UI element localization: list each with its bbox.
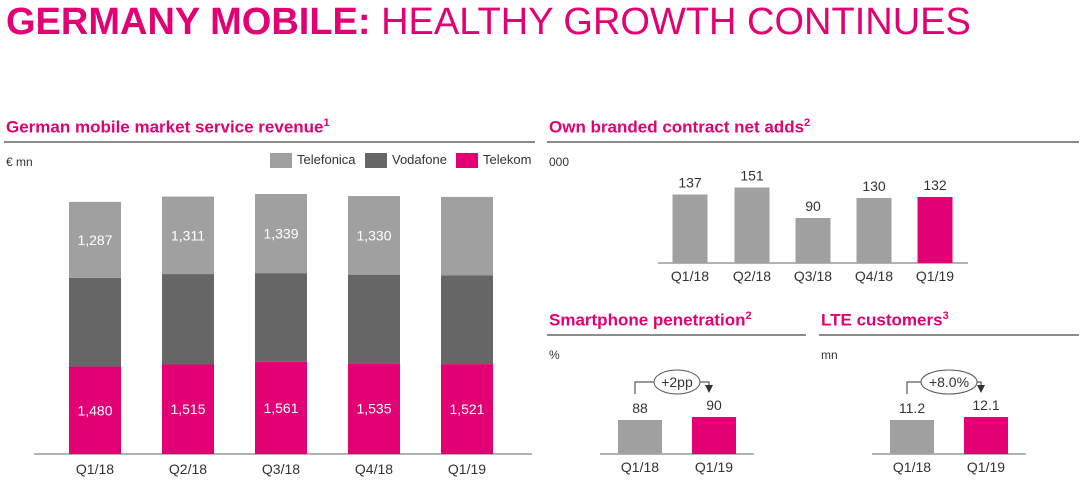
revenue-stacked-bar-chart: 1,480 1,287 Q1/18 1,515 1,311 Q2/18 1,561 1,339… (34, 194, 532, 477)
lte-tick-label-q1-18: Q1/18 (893, 459, 931, 475)
bar-telekom-q1-19 (441, 364, 493, 454)
value-label-telekom-q1-18: 1,480 (77, 402, 112, 418)
bar-vodafone-q2-18 (162, 274, 214, 365)
lte-growth-arrow-head (977, 385, 985, 393)
lte-value-label-q1-18: 11.2 (899, 400, 925, 416)
smartphone-panel-title: Smartphone penetration2 (549, 310, 752, 330)
net-adds-bar-q1-18 (672, 194, 708, 263)
bar-telekom-q2-18 (162, 364, 214, 454)
value-label-telekom-q4-18: 1,535 (356, 401, 391, 417)
lte-bar-q1-19 (964, 417, 1008, 454)
legend-item-telekom: Telekom (456, 152, 531, 169)
lte-growth-annotation: +8.0% (929, 374, 969, 390)
net-adds-panel-title: Own branded contract net adds2 (549, 117, 811, 137)
net-adds-value-label-q4-18: 130 (862, 178, 886, 194)
value-label-telefonica-q1-18: 1,287 (77, 232, 112, 248)
value-label-telefonica-q4-18: 1,330 (356, 227, 391, 243)
legend-swatch-telekom (456, 153, 478, 169)
net-adds-divider (547, 141, 1079, 143)
legend-item-telefonica: Telefonica (270, 152, 356, 169)
legend-swatch-telefonica (270, 153, 292, 169)
net-adds-tick-label-q4-18: Q4/18 (855, 268, 893, 284)
lte-value-label-q1-19: 12.1 (972, 397, 999, 413)
tick-label-q1-18: Q1/18 (76, 461, 114, 477)
lte-unit: mn (821, 348, 838, 362)
lte-customers-chart: 11.2 Q1/18 12.1 Q1/19 +8.0% (872, 369, 1026, 475)
bar-vodafone-q4-18 (348, 274, 400, 364)
smartphone-divider (547, 334, 806, 336)
bar-telefonica-q2-18 (162, 196, 214, 275)
net-adds-value-label-q1-18: 137 (678, 175, 702, 191)
value-label-telekom-q2-18: 1,515 (170, 401, 205, 417)
smartphone-bar-q1-18 (618, 420, 662, 454)
net-adds-value-label-q3-18: 90 (805, 198, 821, 214)
net-adds-value-label-q2-18: 151 (740, 170, 764, 184)
bar-telefonica-q1-19 (441, 196, 493, 276)
net-adds-value-label-q1-19: 132 (923, 177, 947, 193)
lte-panel-title: LTE customers3 (821, 310, 949, 330)
value-label-telekom-q1-19: 1,521 (449, 401, 484, 417)
smartphone-growth-bubble (653, 369, 701, 395)
value-label-telefonica-q3-18: 1,339 (263, 226, 298, 242)
revenue-divider (4, 141, 535, 143)
revenue-panel-title: German mobile market service revenue1 (6, 117, 330, 137)
legend-item-vodafone: Vodafone (365, 152, 447, 169)
lte-bar-q1-18 (890, 420, 934, 454)
net-adds-tick-label-q2-18: Q2/18 (733, 268, 771, 284)
tick-label-q1-19: Q1/19 (448, 461, 486, 477)
value-label-telefonica-q2-18: 1,311 (171, 227, 205, 243)
lte-growth-bubble (920, 369, 978, 395)
smartphone-value-label-q1-18: 88 (632, 400, 648, 416)
lte-divider (819, 334, 1079, 336)
net-adds-bar-q2-18 (734, 187, 770, 263)
smartphone-value-label-q1-19: 90 (706, 397, 722, 413)
bar-vodafone-q3-18 (255, 273, 307, 362)
net-adds-bar-q1-19 (917, 197, 953, 263)
revenue-unit: € mn (6, 155, 33, 169)
value-label-telekom-q3-18: 1,561 (263, 400, 298, 416)
smartphone-growth-annotation: +2pp (661, 374, 693, 390)
bar-telefonica-q3-18 (255, 194, 307, 274)
lte-tick-label-q1-19: Q1/19 (967, 459, 1005, 475)
smartphone-growth-arrow-head (705, 385, 713, 393)
net-adds-tick-label-q3-18: Q3/18 (794, 268, 832, 284)
bar-vodafone-q1-18 (69, 277, 121, 367)
net-adds-bar-q4-18 (856, 198, 892, 263)
bar-telefonica-q1-18 (69, 201, 121, 278)
smartphone-tick-label-q1-18: Q1/18 (621, 459, 659, 475)
tick-label-q4-18: Q4/18 (355, 461, 393, 477)
smartphone-unit: % (549, 348, 560, 362)
net-adds-bar-chart: 137 Q1/18 151 Q2/18 90 Q3/18 130 Q4/18 132 Q1/19 (658, 170, 968, 284)
tick-label-q3-18: Q3/18 (262, 461, 300, 477)
bar-telekom-q3-18 (255, 361, 307, 454)
net-adds-bar-q3-18 (795, 218, 831, 263)
net-adds-tick-label-q1-19: Q1/19 (916, 268, 954, 284)
page-title: GERMANY MOBILE: HEALTHY GROWTH CONTINUES (6, 0, 971, 44)
smartphone-bar-q1-19 (692, 417, 736, 454)
legend-swatch-vodafone (365, 153, 387, 169)
smartphone-penetration-chart: 88 Q1/18 90 Q1/19 +2pp (600, 369, 754, 475)
bar-telekom-q1-18 (69, 366, 121, 454)
page-title-bold: GERMANY MOBILE: (6, 1, 371, 43)
net-adds-tick-label-q1-18: Q1/18 (671, 268, 709, 284)
smartphone-tick-label-q1-19: Q1/19 (695, 459, 733, 475)
bar-telefonica-q4-18 (348, 196, 400, 275)
net-adds-unit: 000 (549, 155, 570, 169)
tick-label-q2-18: Q2/18 (169, 461, 207, 477)
bar-vodafone-q1-19 (441, 275, 493, 365)
page-title-light: HEALTHY GROWTH CONTINUES (381, 1, 971, 43)
bar-telekom-q4-18 (348, 363, 400, 454)
